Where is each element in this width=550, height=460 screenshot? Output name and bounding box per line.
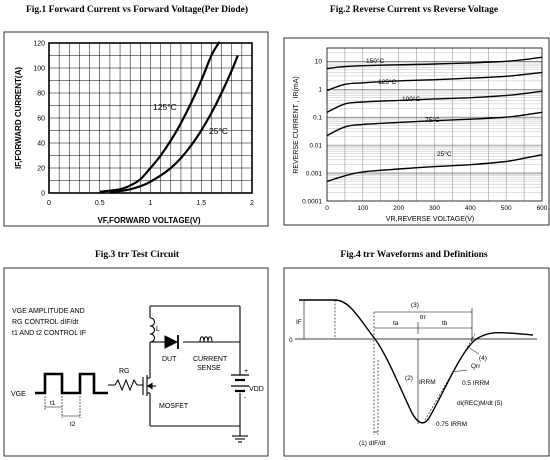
fig3-note-line2: RG CONTROL dIF/dt	[12, 319, 78, 326]
fig4-title: Fig.4 trr Waveforms and Definitions	[340, 250, 487, 260]
circuit-wiring	[149, 305, 248, 443]
qrr-label: Qrr	[471, 363, 481, 370]
gate-resistor	[108, 378, 143, 392]
tb-label: tb	[442, 320, 448, 327]
fig1-x-tick: 0	[47, 200, 51, 207]
fig1-y-tick: 120	[33, 41, 45, 48]
fig3-note-line3: t1 AND t2 CONTROL IF	[12, 330, 86, 337]
vdd-plus: +	[244, 368, 248, 375]
fig1-label-25c: 25°C	[209, 126, 228, 136]
label-2: (2)	[405, 375, 413, 382]
fig2-label-125c: 125°C	[378, 78, 396, 86]
vdd-minus: -	[244, 395, 247, 402]
current-sense-coil	[199, 336, 213, 343]
fig2-series-75c	[326, 111, 543, 137]
vdd-battery	[231, 374, 249, 393]
rg-label: RG	[119, 368, 130, 375]
fig2-label-75c: 75°C	[425, 116, 440, 124]
fig1-series-25c	[109, 55, 239, 194]
fig2-x-tick: 300	[429, 205, 440, 212]
fig2-panel: Fig.2 Reverse Current vs Reverse Voltage…	[283, 5, 550, 226]
trr-label: trr	[420, 314, 427, 321]
label-4: (4)	[479, 355, 487, 362]
fig2-x-tick: 200	[393, 205, 404, 212]
slope-label: di(REC)M/dt (5)	[457, 400, 503, 407]
label-1: (1) dIF/dt	[359, 440, 386, 447]
fig3-note-line1: VGE AMPLITUDE AND	[12, 308, 85, 315]
vdd-label: VDD	[249, 386, 264, 393]
fig3-frame	[3, 267, 269, 457]
fig1-title: Fig.1 Forward Current vs Forward Voltage…	[26, 4, 248, 15]
fig2-x-tick: 500	[501, 205, 512, 212]
t2-label: t2	[70, 421, 76, 428]
fig1-x-tick: 1.5	[196, 200, 206, 207]
fig2-ylabel: REVERSE CURRENT , IR(mA)	[293, 76, 300, 174]
dut-label: DUT	[162, 356, 177, 363]
mosfet-symbol	[142, 373, 156, 398]
label-3: (3)	[411, 302, 419, 309]
fig1-frame	[3, 31, 269, 227]
fig1-x-tick: 0.5	[95, 200, 105, 207]
inductor-label: L	[156, 326, 160, 333]
fig2-xlabel: VR,REVERSE VOLTAGE(V)	[386, 216, 474, 223]
fig2-label-100c: 100°C	[402, 95, 420, 103]
irrm-label: IRRM	[419, 379, 436, 386]
fig2-x-tick: 0	[325, 205, 329, 212]
fig2-y-tick: 0.001	[306, 170, 323, 177]
fig2-series-150c	[326, 56, 543, 70]
fig1-series-125c	[99, 41, 221, 193]
fig2-series-100c	[326, 90, 543, 113]
p75-irrm-label: 0.75 IRRM	[436, 421, 467, 428]
fig4-panel: Fig.4 trr Waveforms and Definitions IF 0…	[283, 250, 550, 457]
zero-label: 0	[289, 337, 293, 344]
fig2-plot-area	[326, 47, 543, 202]
fig4-frame	[283, 267, 550, 457]
fig1-ylabel: IF,FORWARD CURRENT(A)	[14, 67, 23, 169]
fig1-y-tick: 60	[37, 116, 45, 123]
fig1-y-tick: 100	[33, 66, 45, 73]
fig2-x-tick: 400	[465, 205, 476, 212]
ta-label: ta	[393, 320, 399, 327]
mosfet-label: MOSFET	[159, 403, 189, 410]
fig2-frame	[283, 37, 550, 226]
fig1-x-tick: 2	[250, 200, 254, 207]
fig2-x-tick: 100	[357, 205, 368, 212]
fig2-x-tick: 600	[537, 205, 548, 212]
fig2-label-150c: 150°C	[366, 57, 384, 65]
fig1-panel: Fig.1 Forward Current vs Forward Voltage…	[3, 4, 269, 227]
gate-pulse-waveform	[35, 372, 108, 418]
fig2-y-tick: 0.01	[309, 142, 322, 149]
fig1-label-125c: 125°C	[153, 102, 177, 112]
fig1-y-tick: 20	[37, 166, 45, 173]
fig2-series-125c	[326, 71, 543, 92]
fig2-y-tick: 0.0001	[302, 198, 322, 205]
fig1-plot-area	[48, 42, 253, 194]
vge-label: VGE	[11, 391, 26, 398]
fig1-y-tick: 40	[37, 141, 45, 148]
current-sense-label-2: SENSE	[197, 365, 221, 372]
half-irrm-label: 0.5 IRRM	[462, 380, 489, 387]
fig2-label-25c: 25°C	[437, 150, 452, 158]
fig3-panel: Fig.3 trr Test Circuit VGE AMPLITUDE AND…	[3, 250, 269, 457]
fig3-title: Fig.3 trr Test Circuit	[95, 250, 180, 260]
current-sense-label-1: CURRENT	[193, 356, 228, 363]
fig2-y-tick: 1	[318, 87, 322, 94]
fig1-xlabel: VF,FORWARD VOLTAGE(V)	[97, 216, 200, 225]
dut-diode	[164, 335, 179, 349]
fig1-x-tick: 1	[149, 200, 153, 207]
recovery-waveform	[299, 299, 534, 435]
if-label: IF	[296, 319, 302, 326]
t1-label: t1	[50, 400, 56, 407]
fig2-y-tick: 0.1	[313, 114, 322, 121]
fig2-y-tick: 10	[315, 59, 323, 66]
fig2-title: Fig.2 Reverse Current vs Reverse Voltage	[330, 5, 498, 15]
fig1-y-tick: 80	[37, 91, 45, 98]
fig1-y-tick: 0	[41, 191, 45, 198]
fig2-series-25c	[326, 154, 543, 183]
